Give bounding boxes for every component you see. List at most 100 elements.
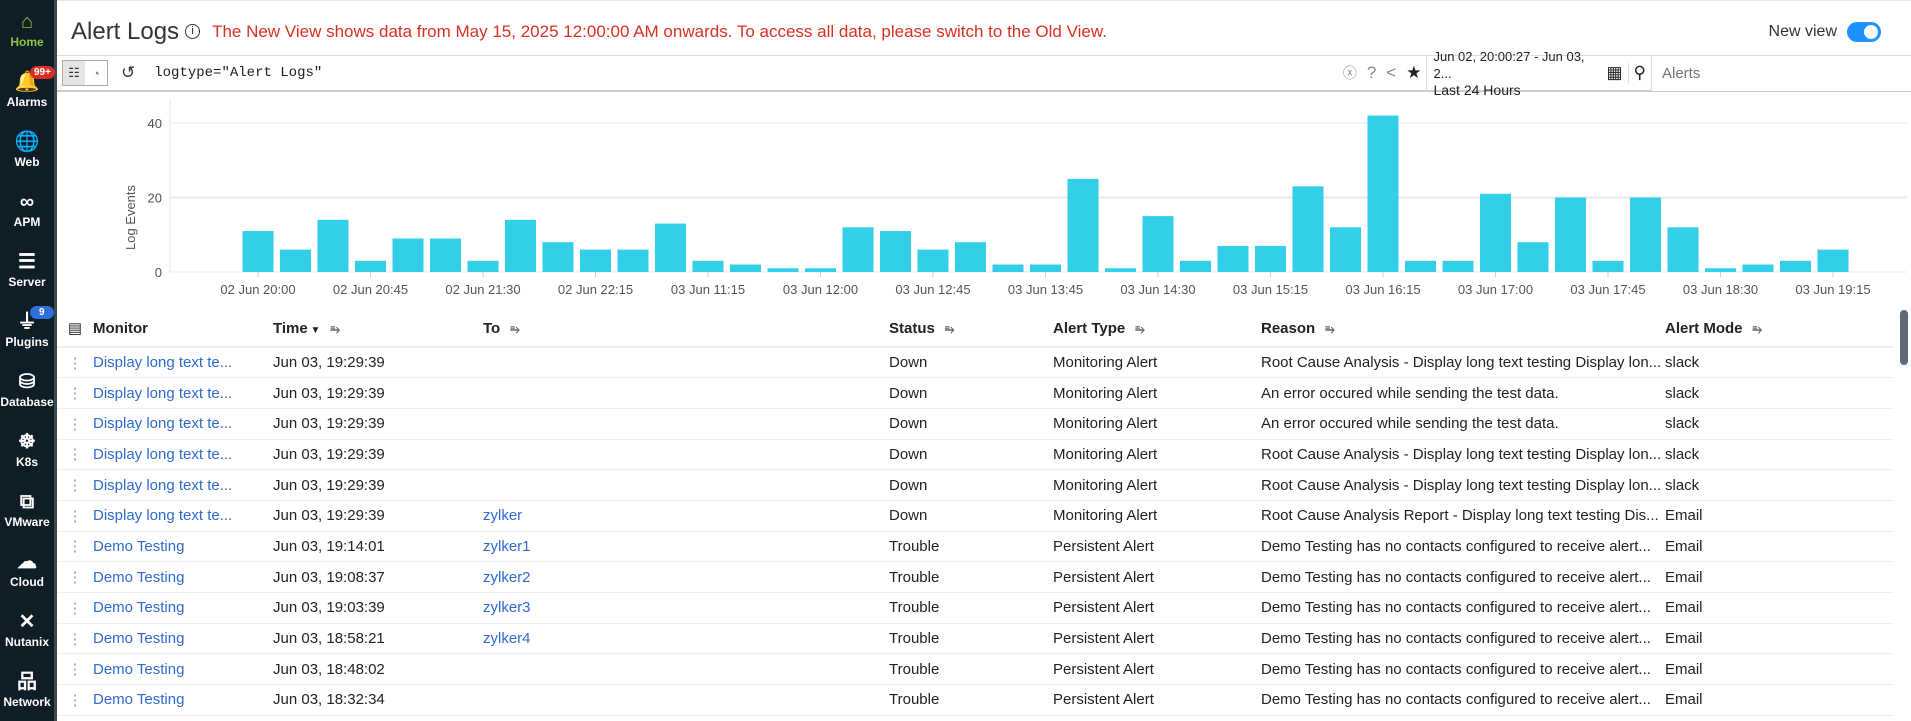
sidebar-item-vmware[interactable]: ⧉ VMware (0, 480, 54, 540)
table-row[interactable]: ⋮ Display long text te... Jun 03, 19:29:39… (57, 347, 1893, 379)
cell-to[interactable]: zylker3 (483, 592, 889, 624)
calendar-icon[interactable]: ▦ (1606, 63, 1623, 82)
column-header-to[interactable]: To ⥱ (483, 310, 889, 348)
cell-to[interactable] (483, 469, 889, 501)
row-menu-icon[interactable]: ⋮ (57, 347, 93, 379)
star-icon[interactable]: ★ (1406, 63, 1422, 82)
cell-to[interactable]: zylker4 (483, 623, 889, 655)
cell-to[interactable]: zylker (483, 500, 889, 532)
table-row[interactable]: ⋮ Demo Testing Jun 03, 18:58:21 zylker4 Trou… (57, 623, 1893, 655)
info-icon[interactable]: i (185, 24, 201, 39)
row-menu-icon[interactable]: ⋮ (57, 469, 93, 501)
row-menu-icon[interactable]: ⋮ (57, 561, 93, 593)
sidebar-item-web[interactable]: 🌐 Web (0, 120, 54, 180)
table-row[interactable]: ⋮ Demo Testing Jun 03, 18:48:02 Trouble Pers… (57, 653, 1893, 686)
cell-time: Jun 03, 19:29:39 (273, 469, 483, 501)
wrap-text-icon[interactable]: ⥱ (330, 321, 341, 336)
cell-to[interactable] (483, 408, 889, 440)
query-input[interactable]: logtype="Alert Logs" (154, 65, 323, 81)
cell-monitor[interactable]: Demo Testing (93, 684, 273, 716)
row-menu-icon[interactable]: ⋮ (57, 684, 93, 716)
wrap-text-icon[interactable]: ⥱ (1325, 321, 1335, 336)
row-menu-icon[interactable]: ⋮ (57, 653, 93, 686)
cell-to[interactable] (483, 684, 889, 716)
wrap-text-icon[interactable]: ⥱ (944, 321, 955, 336)
x-tick-label: 03 Jun 18:30 (1683, 282, 1758, 297)
row-menu-icon[interactable]: ⋮ (57, 408, 93, 440)
clear-icon[interactable]: ⓧ (1342, 65, 1357, 81)
list-view-icon[interactable]: ☷ (63, 61, 85, 85)
history-icon[interactable]: ↺ (121, 63, 136, 82)
table-row[interactable]: ⋮ Demo Testing Jun 03, 18:32:34 Trouble Pers… (57, 684, 1893, 716)
sidebar-item-apm[interactable]: ∞ APM (0, 180, 54, 240)
cell-to[interactable]: zylker2 (483, 561, 889, 593)
cell-time: Jun 03, 18:32:34 (273, 684, 483, 716)
search-icon[interactable]: ⚲ (1627, 63, 1651, 83)
column-header-alert-type[interactable]: Alert Type ⥱ (1053, 310, 1261, 348)
scrollbar[interactable] (1900, 310, 1908, 365)
table-row[interactable]: ⋮ Display long text te... Jun 03, 19:29:39… (57, 408, 1893, 440)
table-row[interactable]: ⋮ Display long text te... Jun 03, 19:29:39… (57, 500, 1893, 532)
table-row[interactable]: ⋮ Demo Testing Jun 03, 19:03:39 zylker3 Trou… (57, 592, 1893, 624)
cell-to[interactable] (483, 347, 889, 379)
alerts-search-input[interactable] (1651, 55, 1911, 91)
row-menu-icon[interactable]: ⋮ (57, 623, 93, 655)
table-row[interactable]: ⋮ Display long text te... Jun 03, 19:29:39… (57, 377, 1893, 409)
row-menu-icon[interactable]: ⋮ (57, 531, 93, 563)
row-menu-icon[interactable]: ⋮ (57, 439, 93, 471)
binoculars-icon: ∞ (19, 191, 35, 213)
sidebar-item-cloud[interactable]: ☁ Cloud (0, 540, 54, 600)
new-view-toggle[interactable] (1847, 22, 1881, 42)
bar (467, 260, 499, 272)
row-menu-icon[interactable]: ⋮ (57, 500, 93, 532)
column-header-time[interactable]: Time ▼ ⥱ (273, 310, 483, 348)
table-row[interactable]: ⋮ Demo Testing Jun 03, 19:14:01 zylker1 Trou… (57, 531, 1893, 563)
cell-to[interactable] (483, 377, 889, 409)
bar (1742, 264, 1774, 272)
column-header-reason[interactable]: Reason ⥱ (1261, 310, 1665, 348)
wrap-text-icon[interactable]: ⥱ (1135, 321, 1145, 336)
cell-monitor[interactable]: Display long text te... (93, 469, 273, 501)
table-row[interactable]: ⋮ Demo Testing Jun 03, 19:08:37 zylker2 Trou… (57, 561, 1893, 593)
table-row[interactable]: ⋮ Display long text te... Jun 03, 19:29:39… (57, 469, 1893, 501)
cell-monitor[interactable]: Display long text te... (93, 377, 273, 409)
cell-monitor[interactable]: Demo Testing (93, 653, 273, 686)
wrap-text-icon[interactable]: ⥱ (1752, 321, 1763, 336)
sidebar-item-plugins[interactable]: ⏚ Plugins 9 (0, 300, 54, 360)
cell-to[interactable] (483, 439, 889, 471)
chart-view-icon[interactable]: ◔ (92, 65, 100, 81)
wrap-text-icon[interactable]: ⥱ (510, 321, 520, 336)
sidebar-item-database[interactable]: ⛁ Database (0, 360, 54, 420)
cell-monitor[interactable]: Display long text te... (93, 500, 273, 532)
cell-status: Trouble (889, 561, 1053, 593)
cell-alert-type: Persistent Alert (1053, 561, 1261, 593)
cell-to[interactable]: zylker1 (483, 531, 889, 563)
cell-monitor[interactable]: Demo Testing (93, 592, 273, 624)
sidebar-item-k8s[interactable]: ☸ K8s (0, 420, 54, 480)
row-menu-icon[interactable]: ⋮ (57, 592, 93, 624)
cell-monitor[interactable]: Demo Testing (93, 561, 273, 593)
cell-to[interactable] (483, 653, 889, 686)
sidebar-item-home[interactable]: ⌂ Home (0, 0, 54, 60)
column-label: Time (273, 319, 308, 337)
sidebar-item-nutanix[interactable]: ✕ Nutanix (0, 600, 54, 660)
column-header-alert-mode[interactable]: Alert Mode ⥱ (1665, 310, 1893, 348)
sidebar-item-server[interactable]: ☰ Server (0, 240, 54, 300)
cell-monitor[interactable]: Demo Testing (93, 531, 273, 563)
cell-status: Down (889, 469, 1053, 501)
sort-desc-icon[interactable]: ▼ (307, 324, 321, 336)
row-menu-icon[interactable]: ⋮ (57, 377, 93, 409)
cell-monitor[interactable]: Display long text te... (93, 347, 273, 379)
date-range-picker[interactable]: Jun 02, 20:00:27 - Jun 03, 2... Last 24 … (1426, 49, 1601, 98)
cell-monitor[interactable]: Demo Testing (93, 623, 273, 655)
table-row[interactable]: ⋮ Display long text te... Jun 03, 19:29:39… (57, 439, 1893, 471)
column-chooser-icon[interactable]: ▤ (57, 310, 93, 348)
help-icon[interactable]: ? (1366, 63, 1377, 82)
cell-monitor[interactable]: Display long text te... (93, 439, 273, 471)
cell-monitor[interactable]: Display long text te... (93, 408, 273, 440)
share-icon[interactable]: < (1386, 63, 1397, 82)
sidebar-item-network[interactable]: 品 Network (0, 660, 54, 720)
column-header-status[interactable]: Status ⥱ (889, 310, 1053, 348)
column-header-monitor[interactable]: Monitor (93, 310, 273, 348)
sidebar-item-alarms[interactable]: 🔔 Alarms 99+ (0, 60, 55, 120)
